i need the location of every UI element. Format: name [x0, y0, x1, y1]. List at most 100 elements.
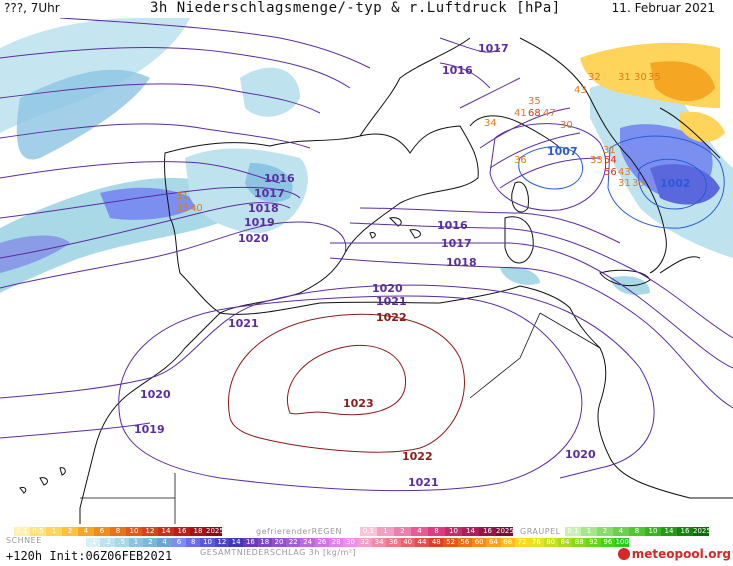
- legend-cell: 14: [661, 527, 677, 536]
- meteopool-logo[interactable]: meteopool.org: [617, 547, 731, 561]
- precip-iberia-nw-2: [245, 163, 293, 203]
- iso-label: 1020: [140, 388, 171, 401]
- precip-value: 41: [514, 108, 527, 119]
- legend-cell: 22: [286, 538, 301, 547]
- precip-value: 33: [590, 155, 603, 166]
- coast-africa: [79, 285, 733, 524]
- legend-cell: 16: [243, 538, 258, 547]
- legend-cell: 0.1: [360, 527, 377, 536]
- precip-value: 43: [618, 167, 631, 178]
- legend-cell: 100: [614, 538, 630, 547]
- legend-cell: 64: [486, 538, 501, 547]
- legend-rain-label: GESAMTNIEDERSCHLAG 3h [kg/m²]: [200, 548, 357, 557]
- precip-value: 40: [190, 203, 203, 214]
- legend-freezing-rain-scale: 0.1 1 2 4 8 10 14 16 2025+: [360, 527, 520, 536]
- precip-atlantic-5: [0, 235, 70, 273]
- legend-cell: 8: [428, 527, 445, 536]
- snow-balkan: [680, 111, 725, 143]
- legend-cell: 10: [200, 538, 215, 547]
- legend-cell: 14: [228, 538, 244, 547]
- legend-cell: 26: [314, 538, 330, 547]
- legend-snow-scale: 0.1 0.5 1 2 4 6 8 10 12 14 16 18 2025+: [14, 527, 230, 536]
- legend-cell: 14: [462, 527, 479, 536]
- legend-cell: 24: [300, 538, 315, 547]
- valid-date: 11. Februar 2021: [611, 1, 715, 15]
- legend-cell: 28: [329, 538, 344, 547]
- precip-value: 54: [604, 155, 617, 166]
- legend-cell: 18: [190, 527, 206, 536]
- legend-cell: 6: [171, 538, 187, 547]
- legend-cell: 10: [126, 527, 142, 536]
- legend-cell: 8: [629, 527, 645, 536]
- precip-value: 35: [648, 72, 661, 83]
- precip-value: 30: [634, 72, 647, 83]
- precip-biscay: [240, 67, 300, 117]
- map-title: 3h Niederschlagsmenge/-typ & r.Luftdruck…: [150, 0, 561, 16]
- precip-value: 34: [484, 118, 497, 129]
- legend-cell: 36: [386, 538, 401, 547]
- legend-cell: 1: [377, 527, 394, 536]
- isobar-1022: [228, 313, 465, 453]
- coast-balearic: [369, 217, 421, 239]
- legend-cell: 72: [514, 538, 530, 547]
- iso-label: 1019: [134, 423, 165, 436]
- isobar-1018: [0, 202, 733, 409]
- iso-label: 1021: [408, 476, 439, 489]
- coast-italy: [519, 37, 721, 274]
- valid-time: ???, 7Uhr: [4, 1, 60, 15]
- isobar-1014: [0, 83, 571, 149]
- legend-graupel-scale: 0.1 1 2 4 8 10 14 16 2025+: [565, 527, 717, 536]
- isobar-1019: [0, 221, 347, 439]
- legend-cell: 8: [186, 538, 201, 547]
- coast-corsica: [511, 181, 529, 213]
- legend-cell: 84: [557, 538, 573, 547]
- weather-map: 1017 1016 1016 1017 1018 1019 1020 1016 …: [0, 18, 733, 524]
- legend-cell: 56: [457, 538, 473, 547]
- isobar-1016: [0, 62, 733, 339]
- legend-cell: 68: [500, 538, 515, 547]
- coast-sardinia: [504, 216, 534, 264]
- precip-value: 56: [604, 167, 617, 178]
- legend-cell: 30: [343, 538, 358, 547]
- legend-cell: 92: [586, 538, 601, 547]
- iso-label: 1022: [402, 450, 433, 463]
- precip-value: 31: [618, 72, 631, 83]
- legend-cell: 1: [46, 527, 62, 536]
- legend-cell: 60: [472, 538, 487, 547]
- coast-iberia: [164, 125, 479, 314]
- legend-cell: 0.5: [30, 527, 46, 536]
- isobar-1013: [0, 47, 581, 169]
- iso-label: 1020: [372, 282, 403, 295]
- legend-cell: 4: [157, 538, 172, 547]
- iso-label: 1022: [376, 311, 407, 324]
- legend-cell: 12: [142, 527, 158, 536]
- iso-label: 1007: [547, 145, 578, 158]
- iso-label: 1018: [446, 256, 477, 269]
- iso-label: 1021: [228, 317, 259, 330]
- iso-label: 1020: [238, 232, 269, 245]
- isobar-1007: [518, 146, 583, 190]
- logo-text: meteopool.org: [631, 547, 731, 561]
- legend-cell: 2: [597, 527, 613, 536]
- precip-value: 68: [528, 108, 541, 119]
- iso-label: 1018: [248, 202, 279, 215]
- precip-corsica: [500, 266, 540, 285]
- border-lines: [80, 312, 601, 524]
- legend-cell: .1: [86, 538, 101, 547]
- legend-cell: 2025+: [206, 527, 230, 536]
- iso-label: 1021: [376, 295, 407, 308]
- legend-cell: 96: [600, 538, 615, 547]
- isobar-1020: [0, 284, 655, 479]
- precip-value: 32: [588, 72, 601, 83]
- legend-cell: 4: [613, 527, 629, 536]
- iso-label: 1016: [264, 172, 295, 185]
- iso-label: 1016: [437, 219, 468, 232]
- legend-rain-scale: .1.2.5 1 2 4 6 8 10 12 14 16 18 20 22 24 26 28 30 32 34 36 4…: [86, 538, 630, 547]
- legend-snow-label: SCHNEE: [6, 536, 42, 545]
- legend-cell: 80: [543, 538, 558, 547]
- isobars: [0, 18, 733, 492]
- legend-cell: 2025+: [693, 527, 717, 536]
- precip-value: 35: [528, 96, 541, 107]
- legend-cell: .5: [114, 538, 129, 547]
- iso-label: 1016: [442, 64, 473, 77]
